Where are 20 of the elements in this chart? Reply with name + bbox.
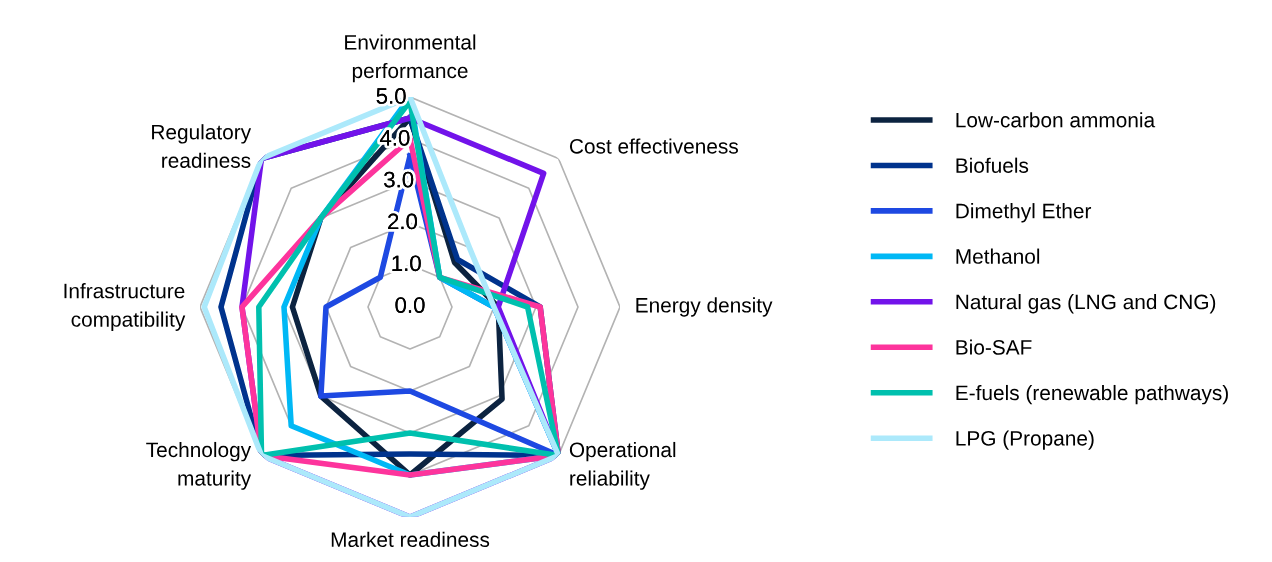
spoke-label: Infrastructure compatibility [64, 283, 186, 331]
legend-label: Low-carbon ammonia [956, 112, 1156, 128]
legend-label: E-fuels (renewable pathways) [956, 384, 1228, 405]
spoke-label: Cost effectiveness [569, 138, 738, 154]
spoke-label: Market readiness [331, 531, 490, 547]
spoke-label: Regulatory readiness [152, 124, 252, 168]
legend-label: LPG (Propane) [956, 430, 1094, 450]
spoke-label: Environmental performance [345, 34, 476, 83]
y-tick-label: 4.0 [379, 129, 410, 146]
y-tick-label: 5.0 [376, 88, 406, 104]
spoke-label: Operational reliability [569, 441, 676, 490]
y-tick-label: 0.0 [395, 297, 425, 313]
y-tick-label: 1.0 [392, 255, 421, 272]
legend-label: Natural gas (LNG and CNG) [956, 294, 1216, 314]
legend-label: Methanol [956, 248, 1040, 264]
legend-label: Dimethyl Ether [956, 203, 1092, 223]
spoke-label: Technology maturity [146, 441, 252, 490]
spoke-label: Energy density [636, 297, 773, 317]
legend-label: Biofuels [956, 157, 1029, 173]
legend-label: Bio-SAF [956, 339, 1032, 355]
